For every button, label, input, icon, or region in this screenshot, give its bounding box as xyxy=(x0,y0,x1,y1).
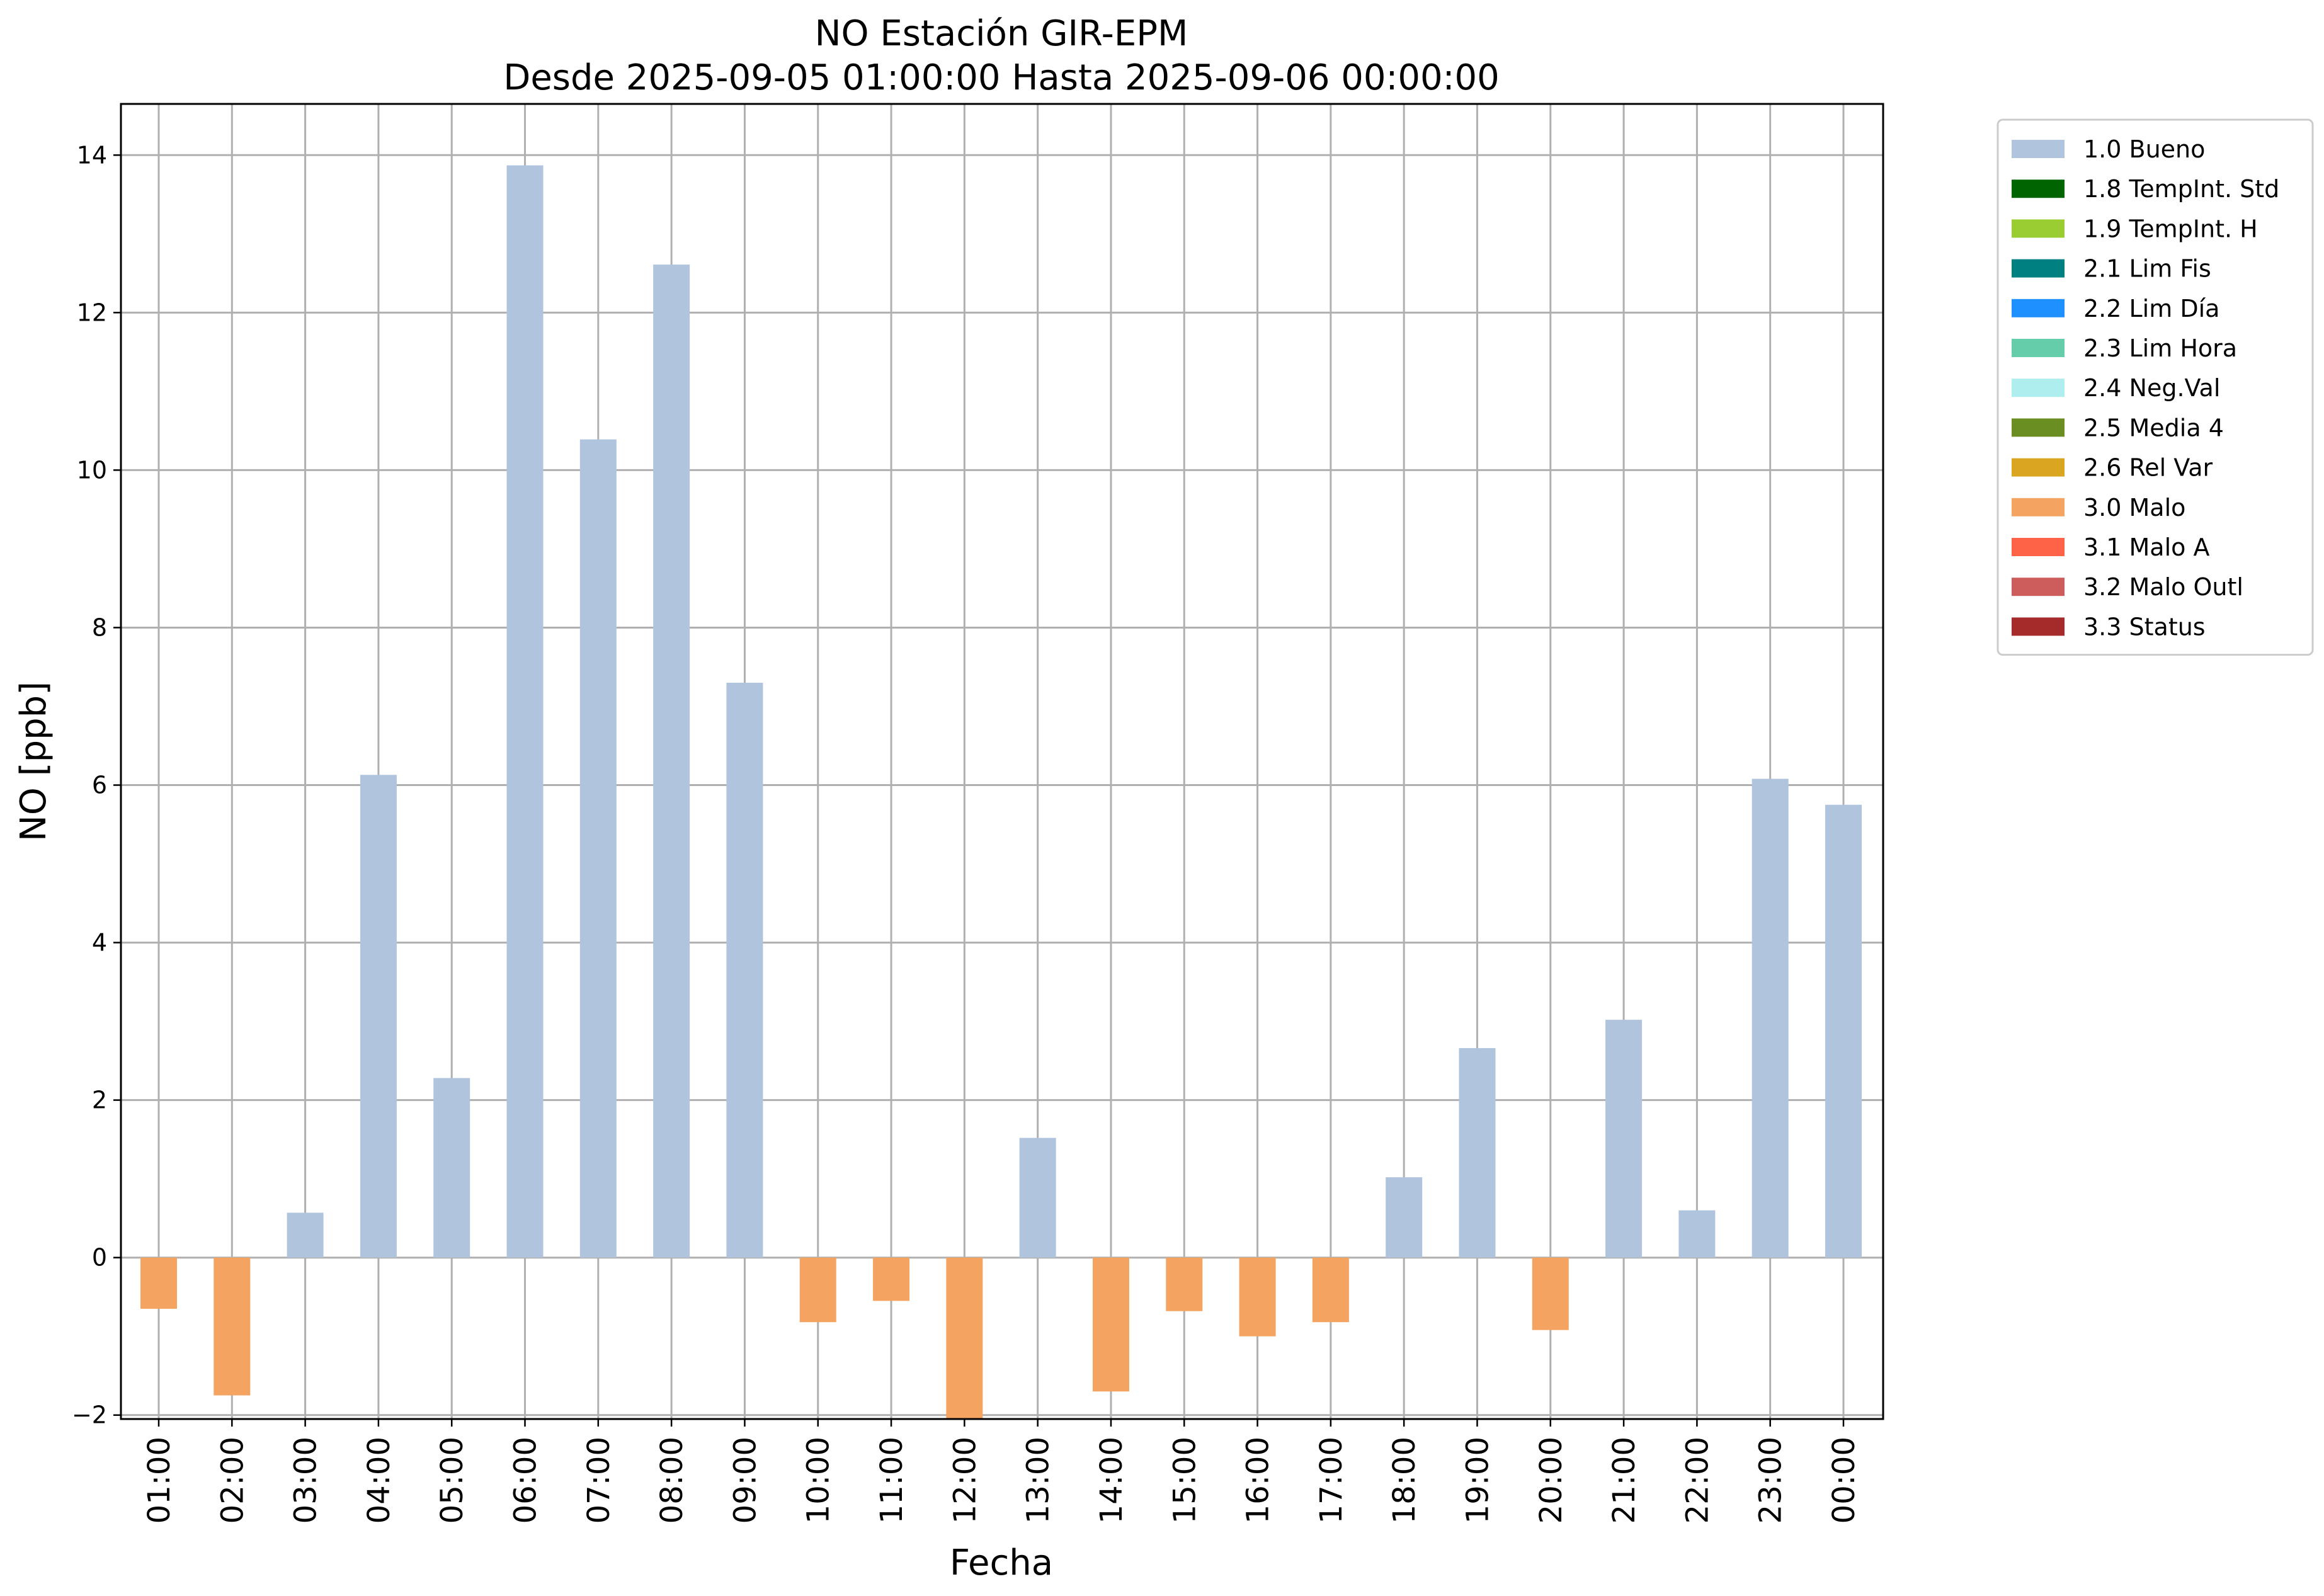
x-tick-label: 05:00 xyxy=(435,1437,470,1524)
x-tick-label: 04:00 xyxy=(362,1437,397,1524)
legend-entry-label: 3.1 Malo A xyxy=(2083,533,2209,561)
legend-swatch xyxy=(2012,259,2065,278)
legend-swatch xyxy=(2012,617,2065,636)
y-tick-label: 2 xyxy=(92,1086,107,1114)
y-tick-label: 12 xyxy=(77,299,107,326)
x-tick-label: 16:00 xyxy=(1241,1437,1276,1524)
x-tick-label: 13:00 xyxy=(1021,1437,1056,1524)
legend-entry-label: 2.2 Lim Día xyxy=(2083,295,2219,322)
legend-swatch xyxy=(2012,219,2065,238)
x-tick-label: 02:00 xyxy=(215,1437,250,1524)
x-tick-label: 19:00 xyxy=(1460,1437,1495,1524)
bar xyxy=(1239,1257,1276,1337)
y-axis: −2 0 2 4 6 8 10 12 14 xyxy=(72,141,121,1429)
bar xyxy=(799,1257,836,1323)
bar xyxy=(1166,1257,1203,1311)
x-tick-label: 22:00 xyxy=(1680,1437,1715,1524)
plot-area-frame xyxy=(120,103,1884,1420)
bar xyxy=(1019,1137,1056,1258)
legend-swatch xyxy=(2012,140,2065,158)
x-tick-label: 18:00 xyxy=(1387,1437,1422,1524)
legend-swatch xyxy=(2012,538,2065,556)
bar xyxy=(579,439,617,1258)
x-tick-label: 00:00 xyxy=(1826,1437,1862,1524)
legend-swatch xyxy=(2012,379,2065,397)
x-tick-label: 20:00 xyxy=(1534,1437,1569,1524)
bar xyxy=(1092,1257,1129,1392)
x-tick-label: 07:00 xyxy=(581,1437,617,1524)
legend-entry-label: 3.0 Malo xyxy=(2083,494,2185,522)
y-axis-label: NO [ppb] xyxy=(13,681,54,841)
bar xyxy=(140,1257,177,1309)
x-tick-label: 23:00 xyxy=(1753,1437,1789,1524)
legend-entry-label: 2.1 Lim Fis xyxy=(2083,255,2211,283)
bar xyxy=(1386,1177,1423,1258)
bar xyxy=(214,1257,251,1396)
bar xyxy=(1312,1257,1349,1323)
bars xyxy=(140,165,1862,1419)
y-tick-label: 8 xyxy=(92,613,107,641)
x-tick-label: 08:00 xyxy=(654,1437,690,1524)
x-tick-label: 11:00 xyxy=(874,1437,909,1524)
legend-entry-label: 1.0 Bueno xyxy=(2083,135,2205,163)
chart-title: NO Estación GIR-EPM xyxy=(815,13,1188,54)
bar xyxy=(1459,1048,1496,1258)
x-tick-label: 10:00 xyxy=(801,1437,836,1524)
legend-entry-label: 2.6 Rel Var xyxy=(2083,454,2213,482)
bar xyxy=(1825,804,1862,1258)
bar xyxy=(506,165,544,1258)
x-tick-label: 09:00 xyxy=(727,1437,763,1524)
bar xyxy=(1605,1020,1643,1258)
x-tick-label: 14:00 xyxy=(1094,1437,1129,1524)
x-tick-label: 03:00 xyxy=(288,1437,324,1524)
legend-frame xyxy=(1996,118,2314,656)
legend-swatch xyxy=(2012,498,2065,516)
bar xyxy=(287,1212,324,1258)
chart-subtitle: Desde 2025-09-05 01:00:00 Hasta 2025-09-… xyxy=(503,57,1500,98)
bar xyxy=(433,1078,470,1258)
legend-swatch xyxy=(2012,418,2065,437)
x-axis: 01:00 02:00 03:00 04:00 05:00 06:00 07:00 08:00… xyxy=(142,1419,1862,1524)
y-tick-label: 0 xyxy=(92,1244,107,1272)
legend-entry-label: 1.8 TempInt. Std xyxy=(2083,175,2279,203)
y-tick-label: −2 xyxy=(72,1401,107,1429)
legend-entry-label: 2.5 Media 4 xyxy=(2083,414,2224,442)
x-tick-label: 21:00 xyxy=(1607,1437,1642,1524)
legend-swatch xyxy=(2012,299,2065,317)
bar xyxy=(873,1257,910,1301)
bar xyxy=(1678,1210,1716,1258)
legend-swatch xyxy=(2012,339,2065,357)
bar xyxy=(946,1257,983,1419)
x-axis-label: Fecha xyxy=(950,1542,1053,1583)
legend-swatch xyxy=(2012,578,2065,596)
x-tick-label: 12:00 xyxy=(947,1437,983,1524)
legend-entry-label: 3.2 Malo Outl xyxy=(2083,573,2243,601)
x-tick-label: 17:00 xyxy=(1314,1437,1349,1524)
bar xyxy=(653,265,690,1258)
legend-entry-label: 3.3 Status xyxy=(2083,613,2206,641)
bar xyxy=(1532,1257,1569,1330)
legend-entry-label: 2.3 Lim Hora xyxy=(2083,334,2237,362)
y-tick-label: 4 xyxy=(92,929,107,957)
legend-swatch xyxy=(2012,180,2065,198)
x-tick-label: 01:00 xyxy=(142,1437,177,1524)
x-tick-label: 15:00 xyxy=(1167,1437,1202,1524)
legend-swatch xyxy=(2012,458,2065,477)
y-tick-label: 14 xyxy=(77,141,107,169)
y-tick-label: 10 xyxy=(77,456,107,484)
legend-entry-label: 1.9 TempInt. H xyxy=(2083,215,2258,242)
x-tick-label: 06:00 xyxy=(508,1437,544,1524)
legend-entry-label: 2.4 Neg.Val xyxy=(2083,374,2220,402)
y-tick-label: 6 xyxy=(92,772,107,799)
bar xyxy=(1752,778,1789,1258)
bar xyxy=(726,682,763,1258)
bar xyxy=(360,775,397,1258)
legend: 1.0 Bueno 1.8 TempInt. Std 1.9 TempInt. H 2… xyxy=(1996,118,2314,656)
